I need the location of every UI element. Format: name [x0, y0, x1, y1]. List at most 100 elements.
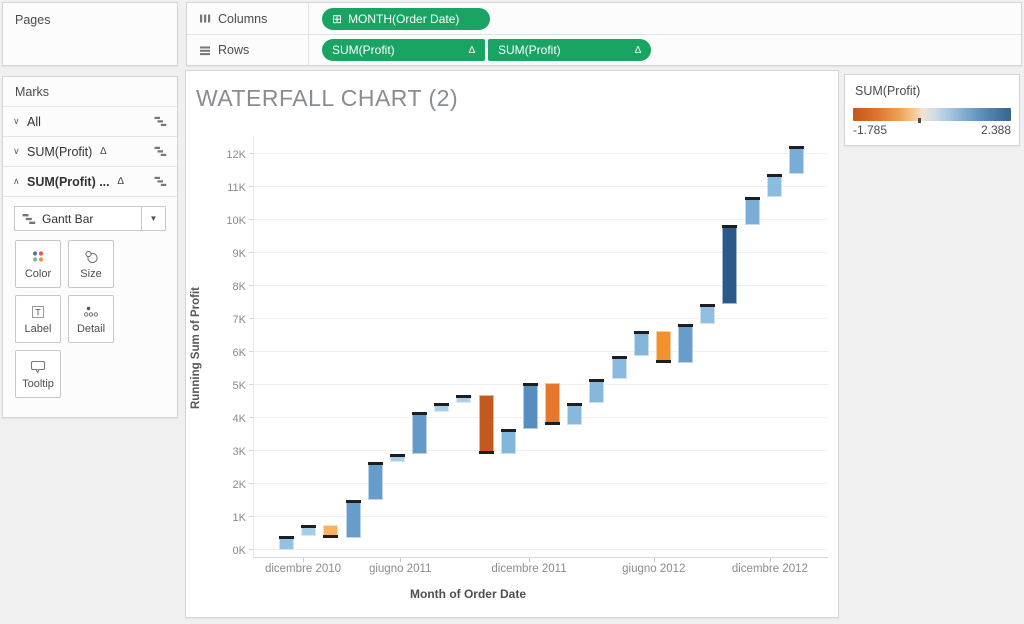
- marks-panel: Marks ∨ All ∨ SUM(Profit) ∆ ∧ SUM(Profit) ... ∆…: [2, 76, 178, 418]
- rows-shelf-label: Rows: [218, 43, 250, 57]
- plot-area[interactable]: [249, 137, 828, 558]
- gantt-bar[interactable]: [522, 382, 538, 429]
- mark-type-dropdown[interactable]: Gantt Bar ▼: [14, 206, 166, 231]
- y-axis-tick: [249, 549, 253, 551]
- mark-type-value: Gantt Bar: [42, 211, 94, 226]
- running-sum-cap: [367, 462, 383, 466]
- pill-sum-profit[interactable]: SUM(Profit) ∆: [322, 39, 485, 61]
- gantt-bar[interactable]: [478, 395, 494, 454]
- running-sum-cap: [766, 174, 782, 178]
- gantt-bar[interactable]: [744, 196, 760, 225]
- gantt-bar[interactable]: [788, 145, 804, 175]
- color-legend[interactable]: SUM(Profit) -1.785 2.388: [844, 74, 1020, 146]
- running-sum-cap: [434, 402, 450, 406]
- gridline: [254, 186, 828, 188]
- gantt-bar[interactable]: [611, 355, 627, 379]
- rows-icon: [200, 46, 210, 55]
- color-legend-gradient[interactable]: [853, 108, 1011, 123]
- running-sum-cap: [655, 359, 671, 363]
- tooltip-button[interactable]: Tooltip: [15, 350, 61, 398]
- mark-type-caret-button[interactable]: ▼: [141, 207, 165, 230]
- x-axis-tick: [400, 558, 402, 562]
- color-icon: [30, 249, 46, 265]
- x-axis-label: giugno 2011: [368, 563, 432, 575]
- marks-card-row[interactable]: ∨ SUM(Profit) ∆: [3, 137, 177, 167]
- rows-shelf[interactable]: Rows SUM(Profit) ∆ SUM(Profit) ∆: [187, 34, 1021, 65]
- gridline: [254, 483, 828, 485]
- y-tick-label: 5K: [232, 380, 246, 393]
- columns-shelf-header: Columns: [187, 3, 309, 34]
- expand-plus-icon: ⊞: [332, 11, 343, 26]
- y-tick-label: 0K: [232, 545, 246, 558]
- gantt-bar[interactable]: [323, 525, 339, 538]
- running-sum-cap: [700, 303, 716, 307]
- gantt-bar[interactable]: [500, 428, 516, 454]
- running-sum-cap: [389, 453, 405, 457]
- detail-button[interactable]: Detail: [68, 295, 114, 343]
- running-sum-cap: [545, 422, 560, 426]
- gantt-bar[interactable]: [456, 395, 472, 403]
- svg-text:T: T: [35, 307, 41, 317]
- gantt-bar[interactable]: [389, 453, 405, 463]
- running-sum-cap: [567, 402, 583, 406]
- label-button[interactable]: T Label: [15, 295, 61, 343]
- pages-shelf[interactable]: Pages: [2, 2, 178, 66]
- legend-min-value: -1.785: [853, 123, 888, 137]
- columns-shelf[interactable]: Columns ⊞ MONTH(Order Date): [187, 3, 1021, 34]
- x-axis-label: dicembre 2010: [264, 563, 342, 575]
- gantt-bar[interactable]: [279, 535, 294, 551]
- label-icon: T: [30, 304, 46, 320]
- gantt-bar[interactable]: [545, 382, 560, 426]
- gantt-bar[interactable]: [301, 525, 317, 536]
- gantt-bar[interactable]: [766, 174, 782, 197]
- pill-month-order-date[interactable]: ⊞ MONTH(Order Date): [322, 7, 490, 30]
- button-label: Tooltip: [22, 377, 54, 390]
- button-label: Detail: [76, 322, 106, 335]
- y-axis-tick: [249, 285, 253, 287]
- columns-icon: [200, 14, 211, 23]
- running-sum-cap: [478, 451, 494, 454]
- running-sum-cap: [522, 382, 538, 386]
- gridline: [254, 219, 828, 221]
- gantt-bar[interactable]: [655, 331, 671, 363]
- gantt-bar[interactable]: [589, 378, 605, 403]
- gantt-bar[interactable]: [345, 500, 361, 538]
- columns-pill-area: ⊞ MONTH(Order Date): [309, 7, 490, 30]
- worksheet-view: WATERFALL CHART (2) Running Sum of Profi…: [185, 70, 839, 618]
- pill-label: MONTH(Order Date): [348, 11, 460, 26]
- x-axis-tick: [303, 558, 304, 562]
- x-axis-labels: dicembre 2010 giugno 2011 dicembre 2011 giu…: [253, 558, 828, 578]
- y-axis-tick: [249, 153, 253, 155]
- running-sum-cap: [744, 196, 760, 200]
- running-sum-cap: [301, 525, 317, 529]
- marks-card-label: SUM(Profit) ...: [27, 174, 110, 189]
- y-axis-tick: [249, 186, 253, 188]
- x-axis-tick: [529, 558, 530, 562]
- gridline: [254, 285, 828, 287]
- running-sum-cap: [456, 395, 472, 399]
- gantt-bar[interactable]: [633, 331, 649, 356]
- size-button[interactable]: Size: [68, 240, 114, 288]
- pill-sum-profit[interactable]: SUM(Profit) ∆: [488, 39, 651, 61]
- gantt-bar[interactable]: [434, 402, 450, 412]
- y-tick-label: 11K: [227, 182, 246, 195]
- gridline: [254, 384, 828, 386]
- marks-card-row[interactable]: ∧ SUM(Profit) ... ∆: [3, 167, 177, 197]
- marks-panel-title: Marks: [3, 77, 177, 107]
- gantt-bar[interactable]: [567, 402, 583, 426]
- marks-card-row[interactable]: ∨ All: [3, 107, 177, 137]
- running-sum-cap: [611, 355, 627, 359]
- marks-card-label: All: [27, 114, 41, 129]
- color-button[interactable]: Color: [15, 240, 61, 288]
- x-axis-label: dicembre 2012: [731, 563, 808, 575]
- delta-sort-icon: ∆: [100, 146, 107, 157]
- delta-sort-icon: ∆: [634, 44, 641, 56]
- gantt-bar[interactable]: [700, 303, 716, 324]
- y-tick-label: 10K: [226, 215, 246, 228]
- gantt-bar[interactable]: [412, 411, 427, 454]
- gantt-bar[interactable]: [678, 323, 694, 363]
- gantt-bar[interactable]: [722, 224, 738, 304]
- pill-label: SUM(Profit): [498, 43, 561, 57]
- gantt-bar[interactable]: [367, 462, 383, 501]
- running-sum-cap: [678, 323, 694, 327]
